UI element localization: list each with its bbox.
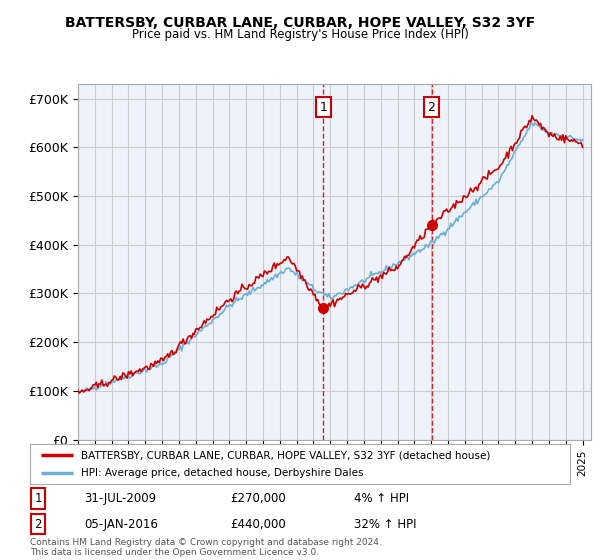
Text: 2: 2 (34, 518, 42, 531)
Text: Contains HM Land Registry data © Crown copyright and database right 2024.
This d: Contains HM Land Registry data © Crown c… (30, 538, 382, 557)
Text: BATTERSBY, CURBAR LANE, CURBAR, HOPE VALLEY, S32 3YF (detached house): BATTERSBY, CURBAR LANE, CURBAR, HOPE VAL… (82, 450, 491, 460)
Text: 4% ↑ HPI: 4% ↑ HPI (354, 492, 409, 505)
Text: 32% ↑ HPI: 32% ↑ HPI (354, 518, 416, 531)
Text: £440,000: £440,000 (230, 518, 286, 531)
Text: 1: 1 (34, 492, 42, 505)
Text: 2: 2 (428, 101, 436, 114)
Text: £270,000: £270,000 (230, 492, 286, 505)
Text: 05-JAN-2016: 05-JAN-2016 (84, 518, 158, 531)
Text: 31-JUL-2009: 31-JUL-2009 (84, 492, 156, 505)
Text: Price paid vs. HM Land Registry's House Price Index (HPI): Price paid vs. HM Land Registry's House … (131, 28, 469, 41)
Text: BATTERSBY, CURBAR LANE, CURBAR, HOPE VALLEY, S32 3YF: BATTERSBY, CURBAR LANE, CURBAR, HOPE VAL… (65, 16, 535, 30)
Text: 1: 1 (319, 101, 327, 114)
Text: HPI: Average price, detached house, Derbyshire Dales: HPI: Average price, detached house, Derb… (82, 468, 364, 478)
